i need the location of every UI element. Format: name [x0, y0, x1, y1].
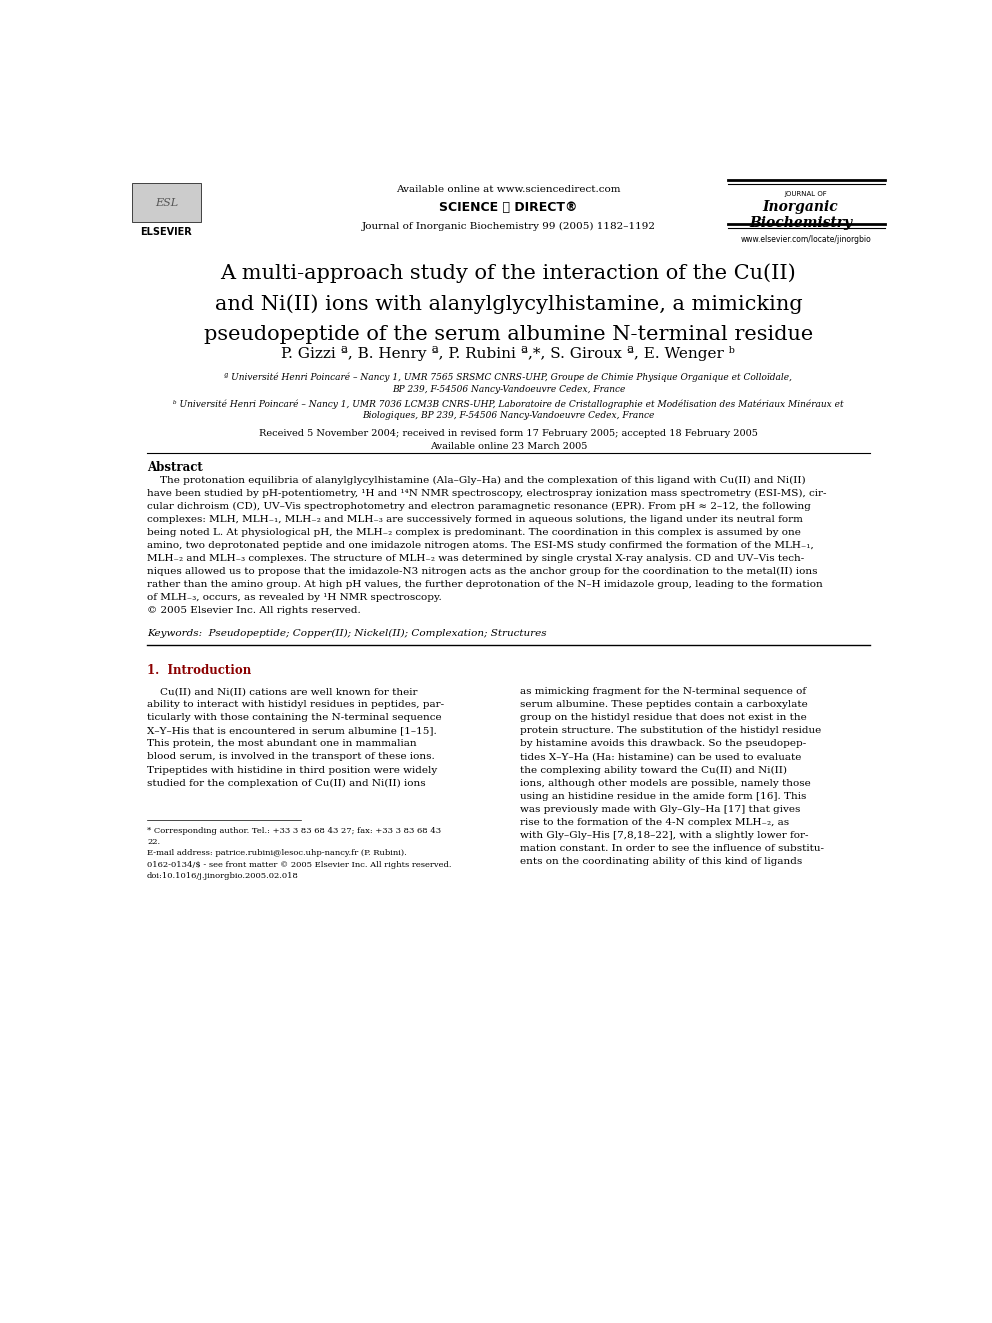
Text: Available online at www.sciencedirect.com: Available online at www.sciencedirect.co… — [396, 185, 621, 194]
Text: * Corresponding author. Tel.: +33 3 83 68 43 27; fax: +33 3 83 68 43: * Corresponding author. Tel.: +33 3 83 6… — [147, 827, 441, 835]
Text: pseudopeptide of the serum albumine N-terminal residue: pseudopeptide of the serum albumine N-te… — [203, 325, 813, 344]
Text: using an histidine residue in the amide form [16]. This: using an histidine residue in the amide … — [520, 791, 806, 800]
Text: Journal of Inorganic Biochemistry 99 (2005) 1182–1192: Journal of Inorganic Biochemistry 99 (20… — [361, 222, 656, 232]
Text: X–Y–His that is encountered in serum albumine [1–15].: X–Y–His that is encountered in serum alb… — [147, 726, 436, 736]
Text: by histamine avoids this drawback. So the pseudopep-: by histamine avoids this drawback. So th… — [520, 740, 806, 749]
Text: serum albumine. These peptides contain a carboxylate: serum albumine. These peptides contain a… — [520, 700, 807, 709]
Text: cular dichroism (CD), UV–Vis spectrophotometry and electron paramagnetic resonan: cular dichroism (CD), UV–Vis spectrophot… — [147, 501, 810, 511]
Text: The protonation equilibria of alanylglycylhistamine (Ala–Gly–Ha) and the complex: The protonation equilibria of alanylglyc… — [147, 475, 806, 484]
Text: Biochemistry: Biochemistry — [749, 216, 852, 230]
Text: blood serum, is involved in the transport of these ions.: blood serum, is involved in the transpor… — [147, 753, 434, 762]
Text: with Gly–Gly–His [7,8,18–22], with a slightly lower for-: with Gly–Gly–His [7,8,18–22], with a sli… — [520, 831, 808, 840]
Text: being noted L. At physiological pH, the MLH₋₂ complex is predominant. The coordi: being noted L. At physiological pH, the … — [147, 528, 801, 537]
Text: Cu(II) and Ni(II) cations are well known for their: Cu(II) and Ni(II) cations are well known… — [147, 687, 418, 696]
Text: ions, although other models are possible, namely those: ions, although other models are possible… — [520, 778, 810, 787]
Text: © 2005 Elsevier Inc. All rights reserved.: © 2005 Elsevier Inc. All rights reserved… — [147, 606, 361, 615]
Text: Keywords:  Pseudopeptide; Copper(II); Nickel(II); Complexation; Structures: Keywords: Pseudopeptide; Copper(II); Nic… — [147, 630, 547, 638]
Text: doi:10.1016/j.jinorgbio.2005.02.018: doi:10.1016/j.jinorgbio.2005.02.018 — [147, 872, 299, 880]
Text: ticularly with those containing the N-terminal sequence: ticularly with those containing the N-te… — [147, 713, 441, 722]
Text: SCIENCE ⓓ DIRECT®: SCIENCE ⓓ DIRECT® — [439, 201, 577, 213]
Text: Received 5 November 2004; received in revised form 17 February 2005; accepted 18: Received 5 November 2004; received in re… — [259, 429, 758, 438]
Text: This protein, the most abundant one in mammalian: This protein, the most abundant one in m… — [147, 740, 417, 749]
Text: 1.  Introduction: 1. Introduction — [147, 664, 251, 677]
Text: complexes: MLH, MLH₋₁, MLH₋₂ and MLH₋₃ are successively formed in aqueous soluti: complexes: MLH, MLH₋₁, MLH₋₂ and MLH₋₃ a… — [147, 515, 803, 524]
Text: amino, two deprotonated peptide and one imidazole nitrogen atoms. The ESI-MS stu: amino, two deprotonated peptide and one … — [147, 541, 813, 550]
Text: www.elsevier.com/locate/jinorgbio: www.elsevier.com/locate/jinorgbio — [741, 235, 871, 245]
Text: Available online 23 March 2005: Available online 23 March 2005 — [430, 442, 587, 451]
Text: BP 239, F-54506 Nancy-Vandoeuvre Cedex, France: BP 239, F-54506 Nancy-Vandoeuvre Cedex, … — [392, 385, 625, 394]
Text: Tripeptides with histidine in third position were widely: Tripeptides with histidine in third posi… — [147, 766, 437, 774]
FancyBboxPatch shape — [132, 183, 200, 222]
Text: P. Gizzi ª, B. Henry ª, P. Rubini ª,*, S. Giroux ª, E. Wenger ᵇ: P. Gizzi ª, B. Henry ª, P. Rubini ª,*, S… — [282, 347, 735, 361]
Text: niques allowed us to propose that the imidazole-N3 nitrogen acts as the anchor g: niques allowed us to propose that the im… — [147, 566, 817, 576]
Text: ESL: ESL — [155, 197, 178, 208]
Text: tides X–Y–Ha (Ha: histamine) can be used to evaluate: tides X–Y–Ha (Ha: histamine) can be used… — [520, 753, 802, 762]
Text: mation constant. In order to see the influence of substitu-: mation constant. In order to see the inf… — [520, 844, 824, 853]
Text: 22.: 22. — [147, 839, 160, 847]
Text: ability to interact with histidyl residues in peptides, par-: ability to interact with histidyl residu… — [147, 700, 444, 709]
Text: group on the histidyl residue that does not exist in the: group on the histidyl residue that does … — [520, 713, 806, 722]
Text: of MLH₋₃, occurs, as revealed by ¹H NMR spectroscopy.: of MLH₋₃, occurs, as revealed by ¹H NMR … — [147, 593, 441, 602]
Text: Biologiques, BP 239, F-54506 Nancy-Vandoeuvre Cedex, France: Biologiques, BP 239, F-54506 Nancy-Vando… — [362, 411, 655, 421]
Text: Inorganic: Inorganic — [763, 200, 838, 213]
Text: as mimicking fragment for the N-terminal sequence of: as mimicking fragment for the N-terminal… — [520, 687, 806, 696]
Text: the complexing ability toward the Cu(II) and Ni(II): the complexing ability toward the Cu(II)… — [520, 766, 787, 775]
Text: ELSEVIER: ELSEVIER — [141, 228, 192, 237]
Text: A multi-approach study of the interaction of the Cu(II): A multi-approach study of the interactio… — [220, 263, 797, 283]
Text: Abstract: Abstract — [147, 462, 202, 475]
Text: ª Université Henri Poincaré – Nancy 1, UMR 7565 SRSMC CNRS-UHP, Groupe de Chimie: ª Université Henri Poincaré – Nancy 1, U… — [224, 373, 793, 382]
Text: have been studied by pH-potentiometry, ¹H and ¹⁴N NMR spectroscopy, electrospray: have been studied by pH-potentiometry, ¹… — [147, 488, 826, 497]
Text: and Ni(II) ions with alanylglycylhistamine, a mimicking: and Ni(II) ions with alanylglycylhistami… — [214, 294, 803, 314]
Text: studied for the complexation of Cu(II) and Ni(II) ions: studied for the complexation of Cu(II) a… — [147, 778, 426, 787]
Text: E-mail address: patrice.rubini@lesoc.uhp-nancy.fr (P. Rubini).: E-mail address: patrice.rubini@lesoc.uhp… — [147, 849, 407, 857]
Text: JOURNAL OF: JOURNAL OF — [785, 192, 827, 197]
Text: 0162-0134/$ - see front matter © 2005 Elsevier Inc. All rights reserved.: 0162-0134/$ - see front matter © 2005 El… — [147, 861, 451, 869]
Text: rise to the formation of the 4-N complex MLH₋₂, as: rise to the formation of the 4-N complex… — [520, 818, 789, 827]
Text: MLH₋₂ and MLH₋₃ complexes. The structure of MLH₋₂ was determined by single cryst: MLH₋₂ and MLH₋₃ complexes. The structure… — [147, 554, 805, 562]
Text: rather than the amino group. At high pH values, the further deprotonation of the: rather than the amino group. At high pH … — [147, 579, 822, 589]
Text: ᵇ Université Henri Poincaré – Nancy 1, UMR 7036 LCM3B CNRS-UHP, Laboratoire de C: ᵇ Université Henri Poincaré – Nancy 1, U… — [173, 400, 844, 409]
Text: protein structure. The substitution of the histidyl residue: protein structure. The substitution of t… — [520, 726, 821, 736]
Text: was previously made with Gly–Gly–Ha [17] that gives: was previously made with Gly–Gly–Ha [17]… — [520, 804, 801, 814]
Text: ents on the coordinating ability of this kind of ligands: ents on the coordinating ability of this… — [520, 857, 803, 865]
